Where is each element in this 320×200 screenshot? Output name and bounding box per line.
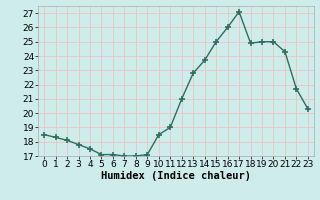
X-axis label: Humidex (Indice chaleur): Humidex (Indice chaleur) — [101, 171, 251, 181]
